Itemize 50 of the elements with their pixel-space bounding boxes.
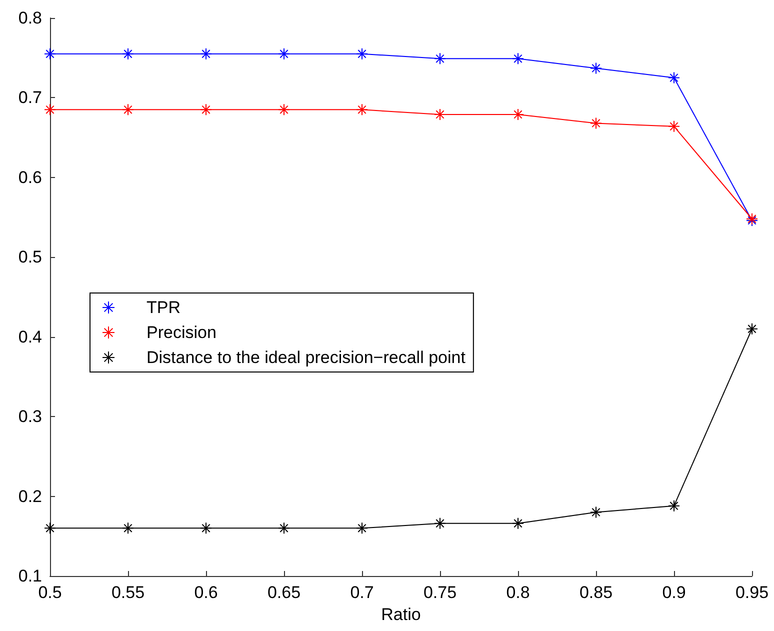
point	[668, 500, 680, 512]
point	[434, 517, 446, 530]
point	[590, 117, 602, 130]
point	[44, 522, 56, 534]
point	[434, 52, 446, 65]
point	[122, 522, 134, 534]
point	[278, 522, 290, 534]
point	[668, 72, 680, 84]
x-axis-title: Ratio	[381, 604, 421, 624]
point	[512, 517, 524, 530]
point	[668, 120, 680, 132]
point	[122, 48, 134, 60]
point	[356, 104, 368, 116]
point	[122, 104, 134, 116]
y-tick-label: 0.4	[18, 327, 42, 346]
legend-label: TPR	[146, 298, 180, 317]
x-tick-label: 0.5	[38, 583, 62, 602]
y-tick-label: 0.5	[18, 248, 42, 267]
point	[356, 522, 368, 534]
x-tick-label: 0.7	[350, 583, 374, 602]
y-tick-label: 0.7	[18, 88, 42, 108]
y-tick-label: 0.3	[18, 407, 42, 426]
x-tick-label: 0.75	[423, 583, 457, 602]
x-tick-label: 0.6	[194, 583, 218, 602]
point	[278, 48, 290, 60]
y-tick-label: 0.8	[18, 8, 42, 28]
point	[200, 104, 212, 116]
point	[44, 48, 56, 60]
legend-label: Precision	[146, 323, 216, 342]
y-tick-label: 0.2	[18, 486, 42, 506]
y-tick-label: 0.1	[18, 566, 42, 586]
point	[746, 322, 758, 335]
point	[512, 108, 524, 120]
x-tick-label: 0.9	[662, 583, 686, 602]
point	[200, 48, 212, 60]
point	[590, 62, 602, 74]
point	[200, 522, 212, 534]
x-tick-label: 0.95	[735, 583, 769, 602]
point	[278, 104, 290, 116]
point	[512, 52, 524, 65]
x-tick-label: 0.8	[506, 583, 530, 602]
y-tick-label: 0.6	[18, 168, 42, 187]
point	[590, 506, 602, 518]
point	[356, 48, 368, 60]
point	[434, 108, 446, 120]
x-tick-label: 0.65	[267, 583, 301, 602]
x-tick-label: 0.55	[111, 583, 145, 602]
legend-label: Distance to the ideal precision−recall point	[146, 348, 466, 367]
x-tick-label: 0.85	[579, 583, 613, 602]
point	[44, 104, 56, 116]
